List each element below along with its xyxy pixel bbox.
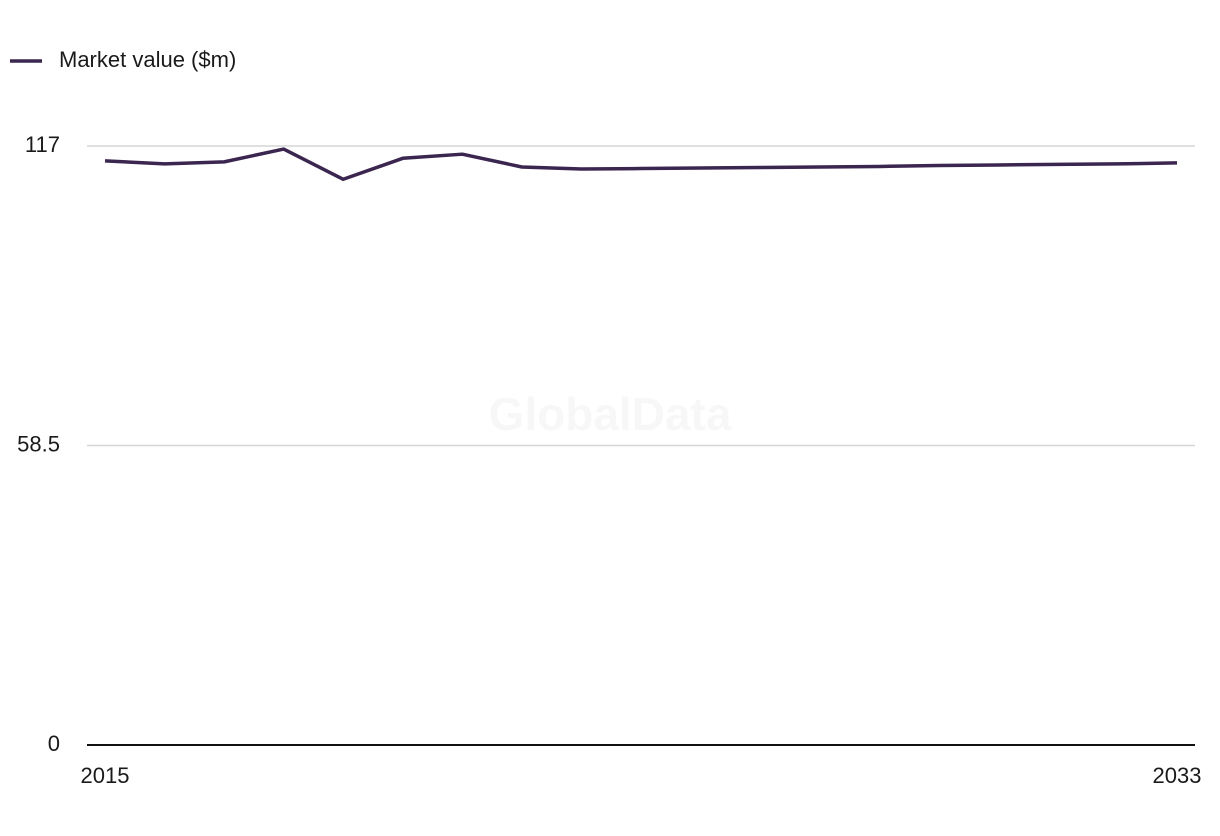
y-tick-label: 0 <box>48 731 60 756</box>
y-tick-label: 58.5 <box>17 431 60 456</box>
legend-label: Market value ($m) <box>59 47 236 72</box>
line-series <box>104 147 1178 182</box>
watermark: GlobalData <box>489 388 732 440</box>
x-tick-label: 2015 <box>81 763 130 788</box>
y-tick-label: 117 <box>25 132 60 157</box>
x-tick-label: 2033 <box>1153 763 1202 788</box>
